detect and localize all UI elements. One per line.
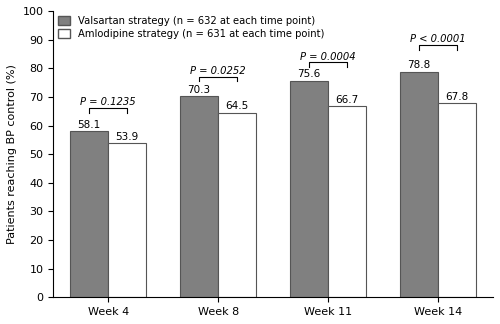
Text: 78.8: 78.8 — [408, 60, 430, 70]
Bar — [70, 131, 108, 297]
Bar — [108, 143, 146, 297]
Text: 64.5: 64.5 — [226, 101, 249, 111]
Text: P = 0.0252: P = 0.0252 — [190, 66, 246, 76]
Text: 53.9: 53.9 — [116, 132, 139, 142]
Bar — [400, 72, 438, 297]
Bar — [180, 96, 218, 297]
Bar — [328, 106, 366, 297]
Legend: Valsartan strategy (n = 632 at each time point), Amlodipine strategy (n = 631 at: Valsartan strategy (n = 632 at each time… — [58, 16, 324, 39]
Y-axis label: Patients reaching BP control (%): Patients reaching BP control (%) — [7, 64, 17, 244]
Text: 66.7: 66.7 — [336, 95, 358, 105]
Text: 75.6: 75.6 — [298, 69, 321, 79]
Text: 58.1: 58.1 — [78, 120, 101, 130]
Text: P = 0.0004: P = 0.0004 — [300, 52, 356, 62]
Text: P < 0.0001: P < 0.0001 — [410, 34, 466, 44]
Bar — [438, 103, 476, 297]
Bar — [218, 113, 256, 297]
Text: P = 0.1235: P = 0.1235 — [80, 98, 136, 108]
Text: 70.3: 70.3 — [188, 85, 210, 95]
Text: 67.8: 67.8 — [446, 92, 468, 102]
Bar — [290, 81, 328, 297]
